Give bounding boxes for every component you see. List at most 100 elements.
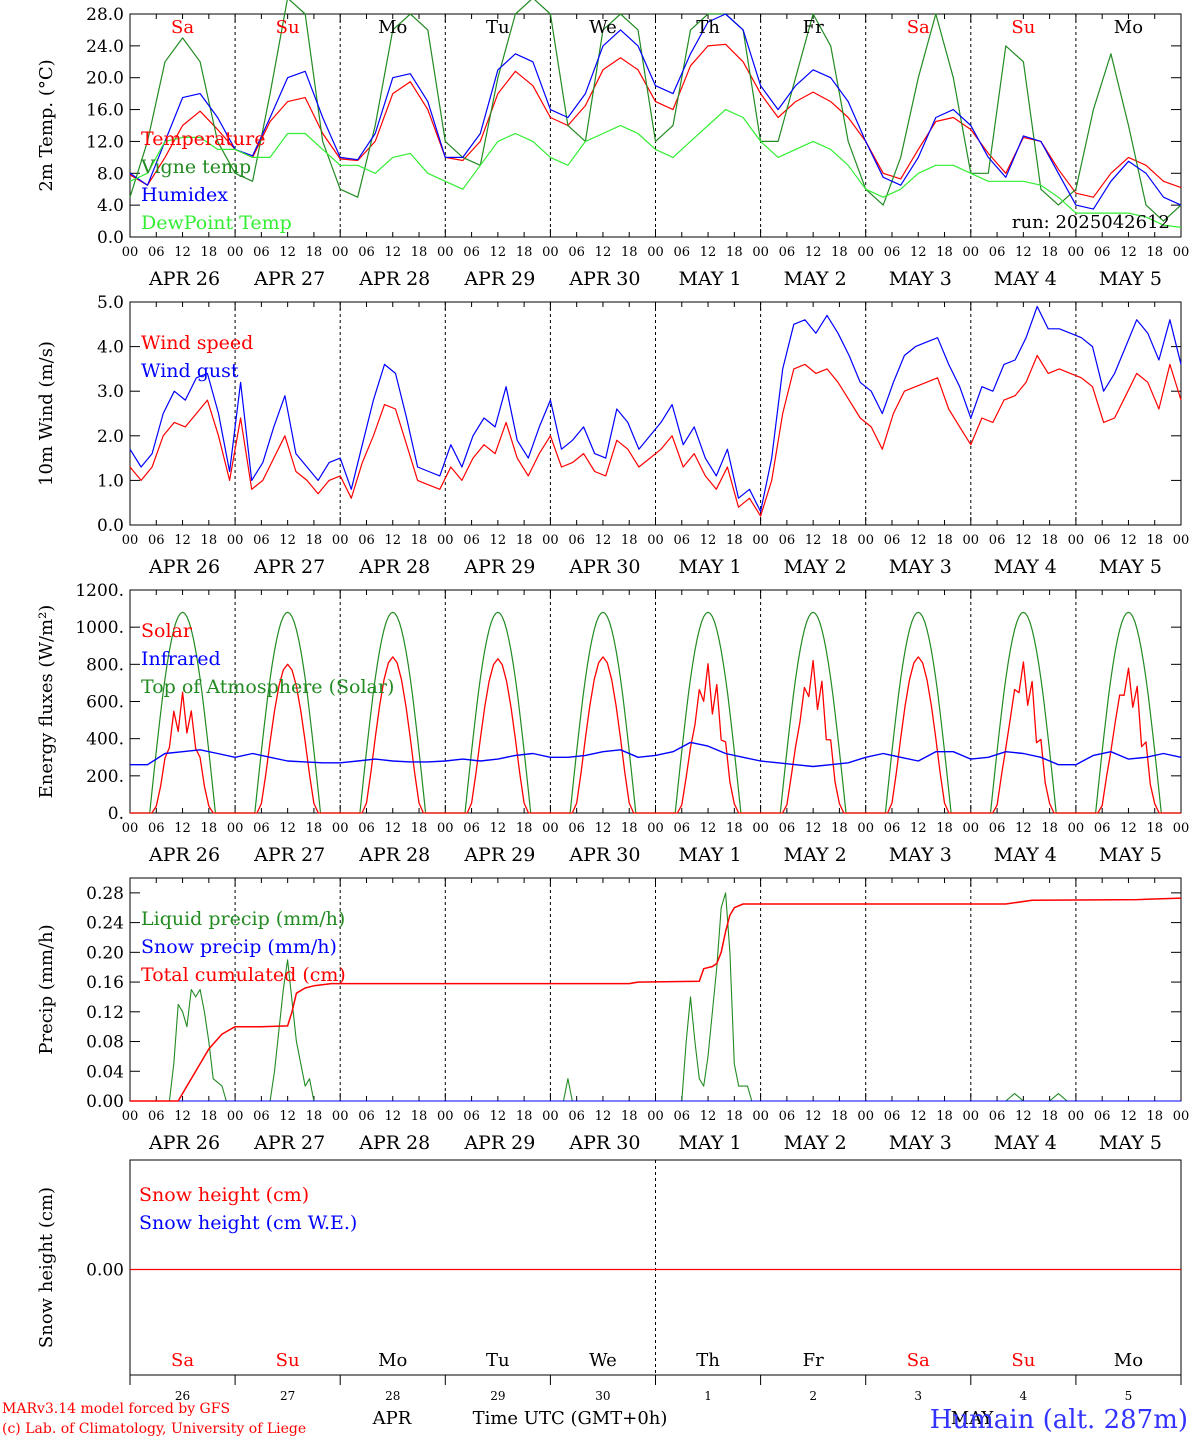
day-number: 30	[595, 1389, 610, 1403]
legend-liquid-precip-mm-h: Liquid precip (mm/h)	[141, 908, 345, 930]
date-label: MAY 3	[889, 556, 952, 578]
y-tick-label: 24.0	[86, 37, 124, 57]
hour-tick-label: 00	[122, 245, 139, 260]
hour-tick-label: 18	[516, 533, 533, 548]
hour-tick-label: 12	[1015, 533, 1032, 548]
y-tick-label: 0.20	[86, 943, 124, 963]
hour-tick-label: 18	[726, 821, 743, 836]
hour-tick-label: 00	[1068, 245, 1085, 260]
hour-tick-label: 00	[437, 245, 454, 260]
series-vigne-temp	[129, 0, 1182, 222]
hour-tick-label: 12	[384, 533, 401, 548]
day-name: We	[589, 17, 617, 38]
hour-tick-label: 00	[647, 821, 664, 836]
hour-tick-label: 00	[752, 245, 769, 260]
date-label: MAY 2	[784, 268, 847, 290]
y-tick-label: 12.0	[86, 132, 124, 152]
model-credit: MARv3.14 model forced by GFS	[2, 1401, 230, 1417]
date-label: MAY 1	[679, 556, 742, 578]
date-label: MAY 1	[679, 268, 742, 290]
hour-tick-label: 18	[516, 1109, 533, 1124]
day-name: Mo	[378, 17, 407, 38]
day-name: Su	[276, 1350, 300, 1371]
hour-tick-label: 06	[779, 1109, 796, 1124]
legend-infrared: Infrared	[141, 648, 221, 670]
plot-frame	[129, 13, 1182, 238]
hour-tick-label: 18	[306, 245, 323, 260]
hour-tick-label: 06	[674, 245, 691, 260]
hour-tick-label: 18	[1146, 821, 1163, 836]
hour-tick-label: 00	[542, 245, 559, 260]
hour-tick-label: 00	[437, 1109, 454, 1124]
y-tick-label: 20.0	[86, 69, 124, 89]
hour-tick-label: 18	[306, 533, 323, 548]
hour-tick-label: 12	[279, 245, 296, 260]
date-label: MAY 5	[1099, 556, 1162, 578]
hour-tick-label: 06	[463, 533, 480, 548]
day-name: Su	[1011, 17, 1035, 38]
hour-tick-label: 00	[647, 1109, 664, 1124]
date-label: MAY 5	[1099, 844, 1162, 866]
day-number: 1	[704, 1389, 712, 1403]
hour-tick-label: 12	[279, 533, 296, 548]
hour-tick-label: 12	[910, 1109, 927, 1124]
hour-tick-label: 18	[831, 821, 848, 836]
panel-1: 00 06 12 18 00 06 12 18 00 06 12 18 00 06 12 18 00 06 12 18…	[36, 0, 1189, 290]
day-name: Mo	[1114, 1350, 1143, 1371]
date-label: APR 27	[253, 268, 325, 290]
hour-tick-label: 12	[1015, 245, 1032, 260]
hour-tick-label: 12	[384, 245, 401, 260]
hour-tick-label: 12	[174, 245, 191, 260]
y-tick-label: 400.	[86, 730, 124, 750]
series-humidex	[129, 13, 1182, 210]
y-axis-label: Precip (mm/h)	[36, 924, 57, 1054]
panel-5: 0.00 Snow height (cm) Snow height (cm) Snow…	[36, 1159, 1182, 1403]
hour-tick-label: 18	[201, 245, 218, 260]
hour-tick-label: 06	[884, 821, 901, 836]
y-axis-label: Energy fluxes (W/m²)	[36, 605, 57, 799]
hour-tick-label: 12	[805, 1109, 822, 1124]
series-wind-speed	[129, 354, 1182, 517]
y-tick-label: 0.08	[86, 1033, 124, 1053]
hour-tick-label: 18	[1041, 1109, 1058, 1124]
run-label: run: 2025042612	[1012, 212, 1170, 233]
hour-tick-label: 06	[1094, 821, 1111, 836]
date-label: MAY 1	[679, 844, 742, 866]
hour-tick-label: 00	[963, 533, 980, 548]
y-tick-label: 16.0	[86, 101, 124, 121]
day-number: 27	[280, 1389, 295, 1403]
date-label: APR 27	[253, 1132, 325, 1154]
day-name: Tu	[486, 17, 510, 38]
hour-tick-label: 06	[1094, 1109, 1111, 1124]
hour-tick-label: 06	[674, 533, 691, 548]
hour-tick-label: 18	[1041, 245, 1058, 260]
hour-tick-label: 12	[490, 245, 507, 260]
hour-tick-label: 18	[621, 533, 638, 548]
day-number: 26	[175, 1389, 190, 1403]
hour-tick-label: 00	[1068, 821, 1085, 836]
hour-tick-label: 18	[201, 821, 218, 836]
hour-tick-label: 00	[1173, 245, 1190, 260]
hour-tick-label: 12	[1120, 245, 1137, 260]
hour-tick-label: 12	[595, 1109, 612, 1124]
hour-tick-label: 00	[437, 821, 454, 836]
hour-tick-label: 18	[201, 533, 218, 548]
hour-tick-label: 00	[1173, 533, 1190, 548]
hour-tick-label: 12	[910, 821, 927, 836]
y-tick-label: 200.	[86, 767, 124, 787]
day-number: 29	[490, 1389, 505, 1403]
hour-tick-label: 18	[201, 1109, 218, 1124]
hour-tick-label: 00	[1068, 533, 1085, 548]
date-label: APR 26	[148, 844, 220, 866]
day-name: Fr	[803, 1350, 824, 1371]
y-tick-label: 0.0	[97, 228, 124, 248]
y-tick-label: 800.	[86, 655, 124, 675]
hour-tick-label: 00	[1068, 1109, 1085, 1124]
hour-tick-label: 00	[227, 245, 244, 260]
y-tick-label: 0.0	[97, 516, 124, 536]
day-name: Th	[696, 1350, 720, 1371]
hour-tick-label: 00	[963, 1109, 980, 1124]
panel-4: 00 06 12 18 00 06 12 18 00 06 12 18 00 06 12 18 00 06 12 18…	[36, 877, 1189, 1154]
legend-solar: Solar	[141, 620, 193, 642]
